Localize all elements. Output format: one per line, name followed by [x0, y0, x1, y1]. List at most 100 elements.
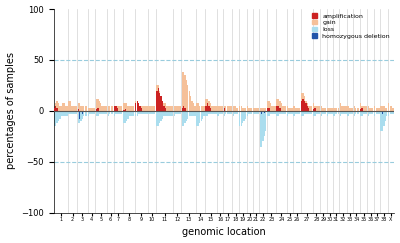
- Bar: [321, 106, 322, 111]
- Bar: [311, 111, 312, 114]
- Bar: [270, 103, 272, 111]
- Legend: amplification, gain, loss, homozygous deletion: amplification, gain, loss, homozygous de…: [311, 12, 391, 40]
- Bar: [382, 111, 383, 131]
- Bar: [144, 106, 145, 111]
- Bar: [233, 111, 234, 116]
- Bar: [55, 106, 56, 111]
- Bar: [390, 111, 391, 114]
- Bar: [349, 108, 350, 111]
- Bar: [169, 106, 170, 111]
- Bar: [121, 111, 122, 114]
- Bar: [88, 108, 89, 111]
- Bar: [212, 111, 214, 114]
- Bar: [136, 101, 138, 111]
- Bar: [126, 111, 127, 121]
- Bar: [272, 106, 273, 111]
- Bar: [350, 111, 352, 114]
- Bar: [98, 101, 100, 111]
- Bar: [308, 106, 309, 111]
- Bar: [190, 95, 191, 111]
- Bar: [225, 111, 226, 114]
- Bar: [370, 111, 372, 114]
- Bar: [66, 111, 68, 116]
- Bar: [177, 106, 178, 111]
- Bar: [182, 111, 183, 126]
- Bar: [342, 111, 344, 114]
- Bar: [84, 106, 86, 111]
- Bar: [94, 111, 95, 114]
- Bar: [114, 111, 115, 116]
- Bar: [380, 111, 382, 131]
- Bar: [158, 111, 159, 126]
- Bar: [64, 103, 65, 111]
- Bar: [118, 111, 120, 114]
- Bar: [208, 101, 210, 111]
- Bar: [106, 111, 107, 114]
- Bar: [356, 108, 358, 111]
- Bar: [206, 99, 207, 111]
- Bar: [331, 108, 332, 111]
- Bar: [123, 110, 124, 111]
- Bar: [141, 106, 142, 111]
- Bar: [313, 103, 314, 111]
- Bar: [129, 106, 130, 111]
- Bar: [236, 111, 237, 114]
- Bar: [278, 111, 279, 116]
- Bar: [130, 106, 132, 111]
- Bar: [376, 111, 377, 114]
- Bar: [279, 111, 280, 114]
- Bar: [288, 108, 290, 111]
- Bar: [83, 111, 84, 116]
- Bar: [358, 108, 359, 111]
- Bar: [203, 111, 205, 116]
- Bar: [74, 111, 75, 114]
- Bar: [130, 111, 132, 116]
- Bar: [310, 111, 311, 114]
- Bar: [369, 111, 370, 114]
- Bar: [341, 111, 342, 114]
- Bar: [83, 106, 84, 111]
- Bar: [186, 111, 187, 121]
- Bar: [322, 111, 324, 114]
- Bar: [104, 111, 106, 114]
- Bar: [333, 108, 335, 111]
- Bar: [70, 111, 71, 114]
- Bar: [374, 106, 376, 111]
- Bar: [308, 108, 309, 111]
- Bar: [304, 101, 305, 111]
- Bar: [349, 111, 350, 114]
- Bar: [72, 111, 74, 114]
- Bar: [158, 88, 159, 111]
- Bar: [141, 108, 142, 111]
- Bar: [253, 111, 254, 114]
- Bar: [133, 111, 134, 116]
- Bar: [166, 111, 168, 116]
- Bar: [291, 111, 292, 114]
- Bar: [363, 106, 364, 111]
- Bar: [136, 101, 138, 111]
- Bar: [368, 111, 369, 116]
- Bar: [184, 75, 186, 111]
- Bar: [336, 108, 338, 111]
- Bar: [86, 111, 87, 116]
- Bar: [88, 111, 89, 116]
- Bar: [56, 111, 58, 123]
- Bar: [278, 106, 279, 111]
- Bar: [78, 111, 79, 123]
- Bar: [172, 111, 173, 116]
- Bar: [54, 111, 55, 126]
- Bar: [138, 103, 139, 111]
- Bar: [242, 108, 243, 111]
- Bar: [360, 111, 361, 116]
- Bar: [345, 111, 347, 114]
- Bar: [79, 103, 80, 111]
- Bar: [162, 111, 163, 119]
- Bar: [386, 111, 387, 116]
- Bar: [202, 106, 203, 111]
- Bar: [177, 111, 178, 114]
- Bar: [274, 111, 276, 114]
- Bar: [219, 106, 220, 111]
- Bar: [276, 99, 278, 111]
- Bar: [109, 106, 110, 111]
- Bar: [364, 106, 366, 111]
